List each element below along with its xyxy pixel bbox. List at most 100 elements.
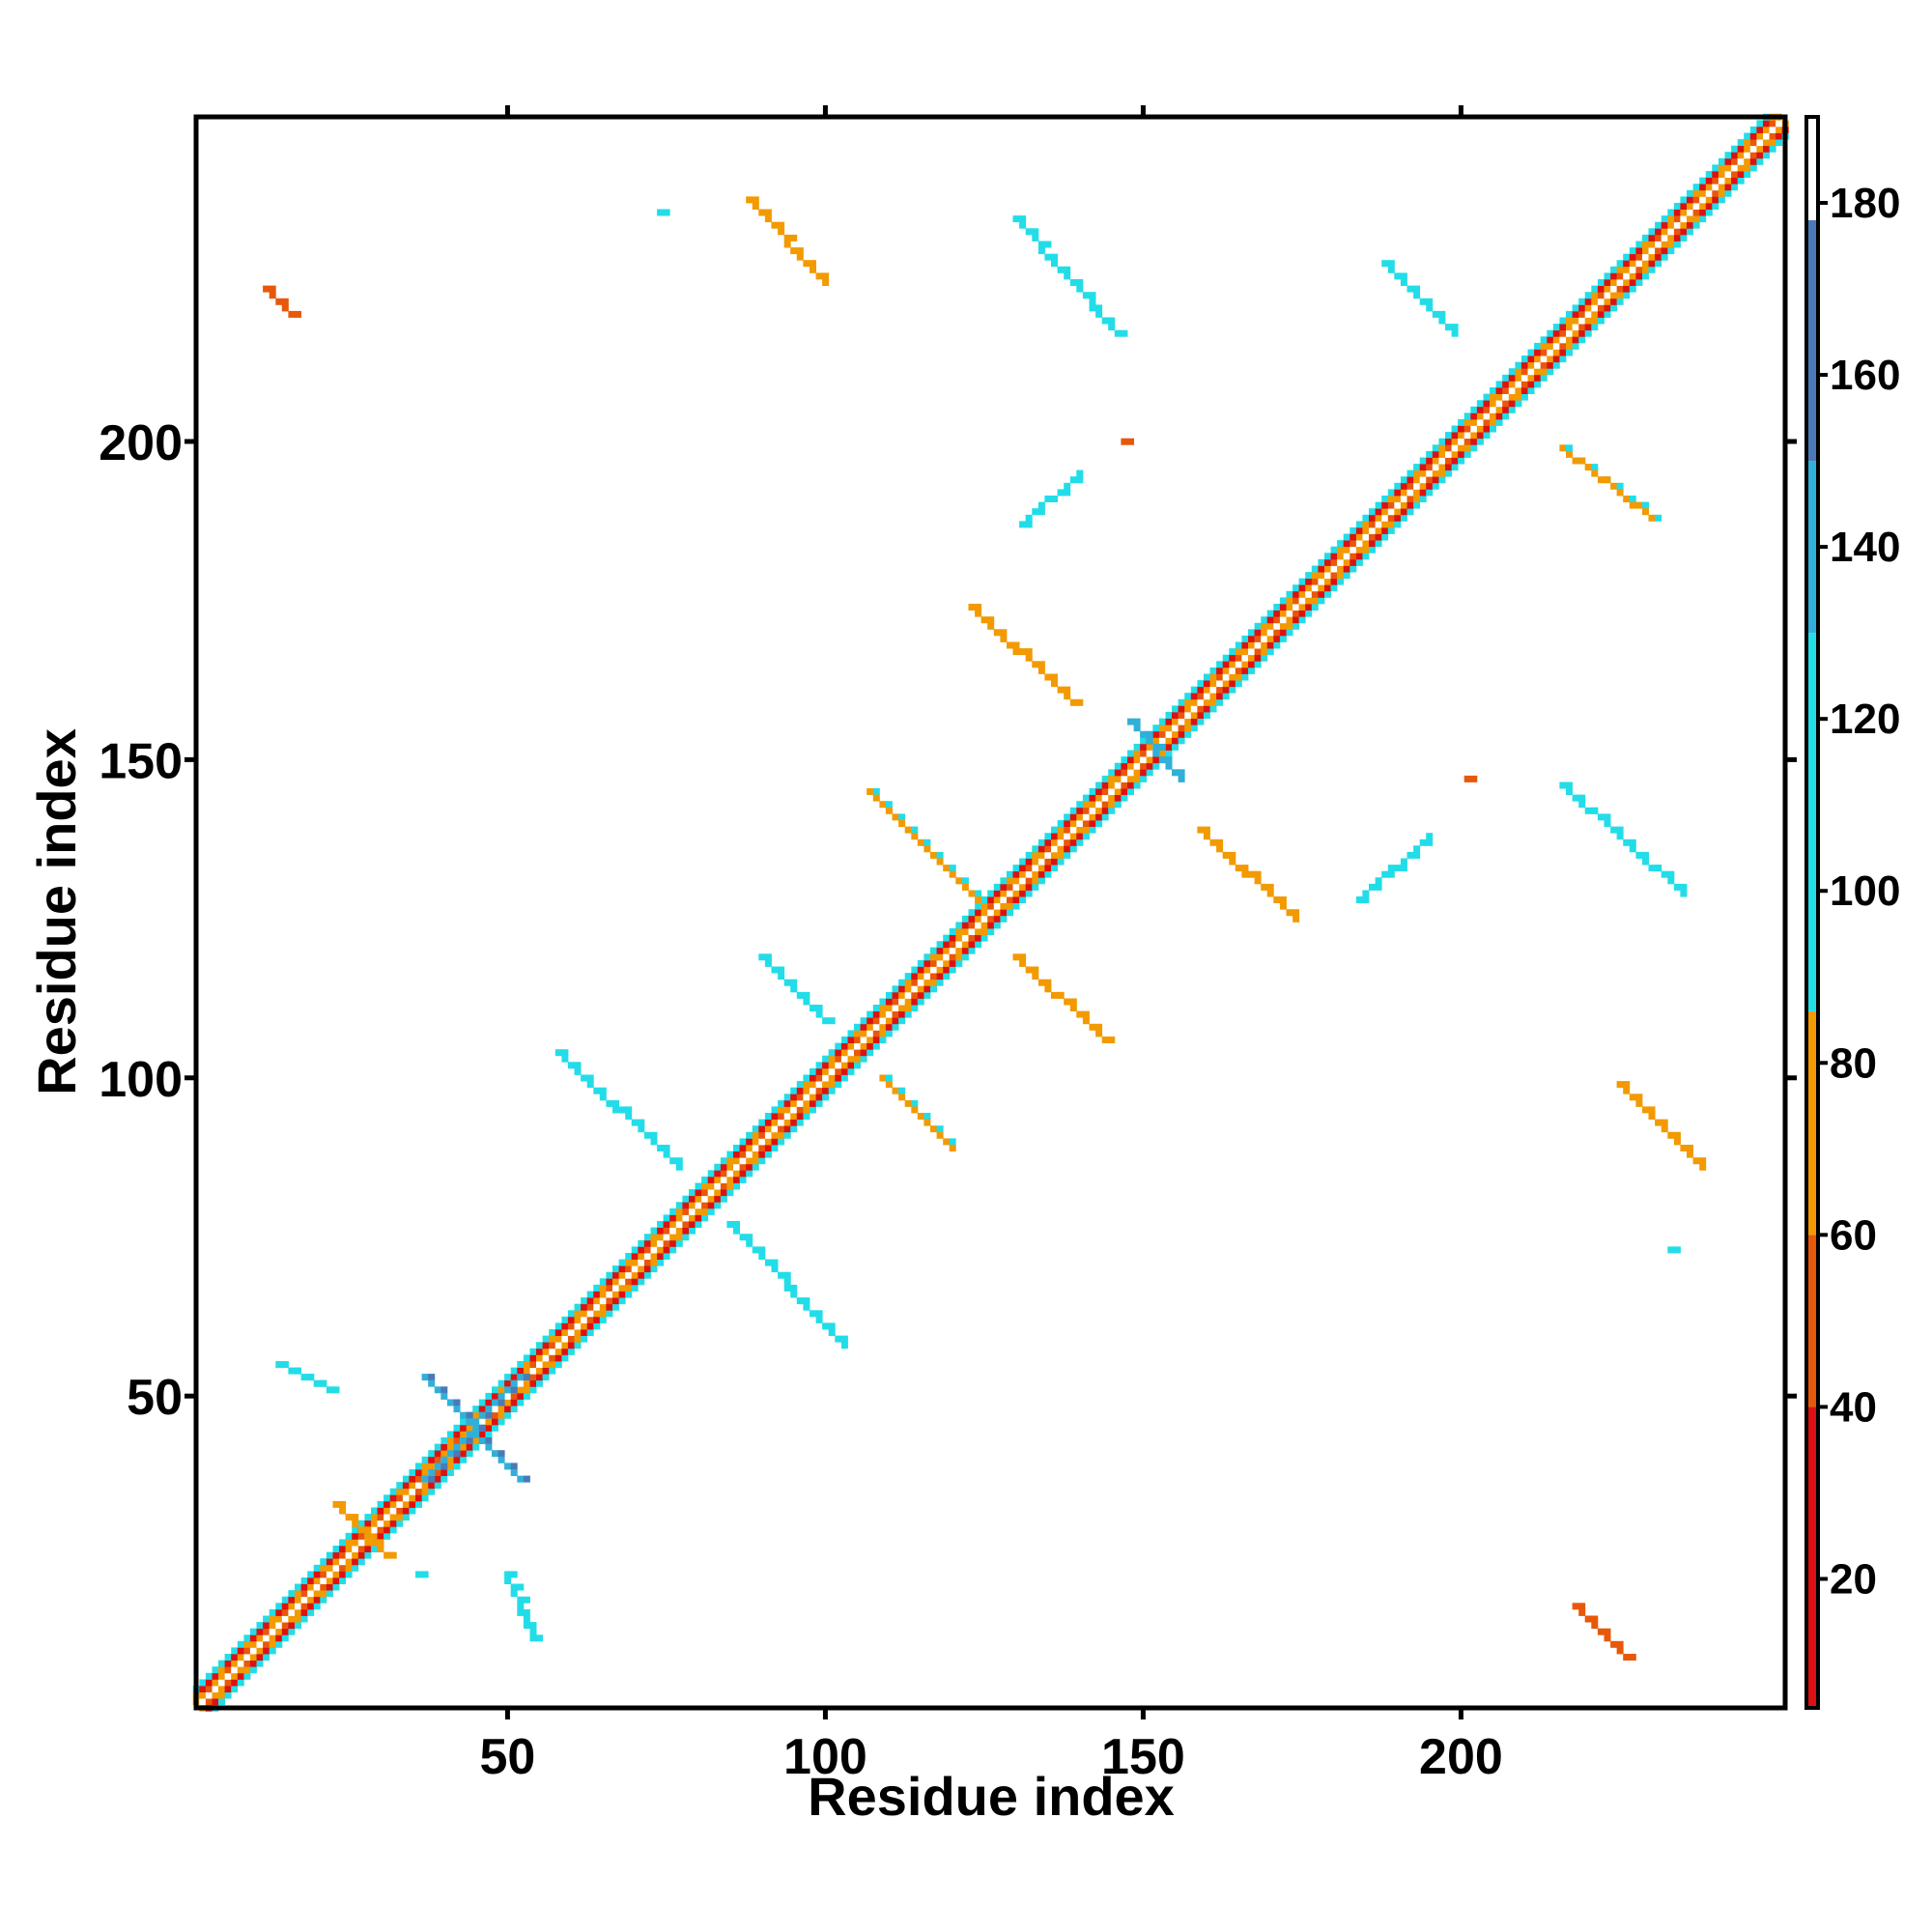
heatmap-cell — [542, 1342, 550, 1350]
heatmap-cell — [1355, 540, 1363, 548]
heatmap-cell — [815, 1310, 823, 1318]
heatmap-cell — [1369, 883, 1376, 891]
heatmap-cell — [943, 953, 951, 961]
heatmap-cell — [1381, 514, 1389, 522]
heatmap-cell — [1547, 355, 1554, 363]
heatmap-cell — [815, 1094, 823, 1101]
heatmap-cell — [269, 1622, 276, 1630]
heatmap-cell — [625, 1265, 633, 1273]
heatmap-cell — [1229, 661, 1236, 668]
heatmap-cell — [1673, 215, 1681, 223]
heatmap-cell — [1184, 698, 1192, 706]
heatmap-cell — [650, 1265, 658, 1273]
heatmap-cell — [523, 1622, 530, 1630]
heatmap-cell — [1776, 132, 1783, 140]
heatmap-cell — [377, 1532, 384, 1540]
heatmap-cell — [1426, 838, 1434, 846]
heatmap-cell — [606, 1297, 613, 1305]
heatmap-cell — [930, 959, 937, 967]
heatmap-cell — [472, 1443, 480, 1451]
heatmap-cell — [409, 1475, 416, 1483]
heatmap-cell — [1547, 342, 1554, 350]
heatmap-cell — [1699, 1157, 1707, 1165]
heatmap-cell — [1495, 412, 1503, 420]
heatmap-cell — [923, 953, 931, 961]
heatmap-cell — [783, 1271, 791, 1279]
heatmap-cell — [1355, 521, 1363, 528]
heatmap-cell — [1037, 979, 1045, 986]
heatmap-cell — [1362, 553, 1370, 560]
heatmap-cell — [625, 1271, 633, 1279]
heatmap-cell — [300, 1596, 308, 1604]
heatmap-cell — [1343, 572, 1350, 580]
heatmap-cell — [1629, 247, 1636, 255]
heatmap-cell — [689, 1202, 696, 1209]
heatmap-cell — [803, 1081, 810, 1089]
heatmap-cell — [758, 953, 766, 961]
heatmap-cell — [847, 1030, 855, 1037]
heatmap-cell — [567, 1316, 575, 1323]
heatmap-cell — [1101, 807, 1109, 814]
heatmap-cell — [1165, 743, 1173, 751]
heatmap-cell — [810, 1067, 816, 1075]
heatmap-cell — [396, 1494, 404, 1502]
heatmap-cell — [1057, 686, 1065, 694]
heatmap-cell — [1273, 604, 1281, 611]
heatmap-cell — [1235, 865, 1242, 872]
heatmap-cell — [1190, 693, 1198, 700]
heatmap-cell — [669, 1239, 677, 1247]
heatmap-cell — [1419, 457, 1427, 465]
heatmap-cell — [504, 1379, 512, 1387]
heatmap-cell — [733, 1182, 740, 1190]
heatmap-cell — [1515, 393, 1522, 401]
heatmap-cell — [1190, 698, 1198, 706]
heatmap-cell — [758, 209, 766, 216]
heatmap-cell — [764, 215, 772, 223]
heatmap-cell — [1673, 203, 1681, 210]
heatmap-cell — [892, 1010, 899, 1018]
heatmap-cell — [269, 292, 276, 299]
heatmap-cell — [961, 947, 969, 954]
heatmap-cell — [1540, 355, 1548, 363]
heatmap-cell — [1490, 406, 1496, 413]
heatmap-cell — [1279, 635, 1287, 642]
heatmap-cell — [975, 909, 982, 917]
heatmap-cell — [357, 1520, 365, 1527]
heatmap-cell — [669, 1227, 677, 1235]
heatmap-cell — [707, 1176, 715, 1183]
heatmap-cell — [1635, 241, 1643, 248]
heatmap-cell — [778, 1113, 785, 1120]
heatmap-cell — [1559, 355, 1567, 363]
heatmap-cell — [237, 1660, 244, 1667]
heatmap-cell — [714, 1170, 722, 1178]
x-axis-title: Residue index — [808, 1766, 1175, 1827]
heatmap-cell — [867, 1042, 874, 1050]
heatmap-cell — [1419, 464, 1427, 471]
heatmap-cell — [1718, 189, 1725, 197]
heatmap-cell — [1261, 635, 1268, 642]
heatmap-cell — [434, 1386, 441, 1394]
heatmap-cell — [872, 1005, 880, 1011]
heatmap-cell — [1387, 496, 1395, 502]
heatmap-cell — [840, 1042, 848, 1050]
heatmap-cell — [269, 1634, 276, 1642]
heatmap-cell — [1216, 693, 1224, 700]
heatmap-cell — [758, 1131, 766, 1139]
heatmap-cell — [1019, 896, 1027, 903]
heatmap-cell — [1108, 769, 1116, 777]
heatmap-cell — [1064, 833, 1071, 840]
colorbar-tick-label: 60 — [1830, 1211, 1877, 1259]
heatmap-cell — [643, 1131, 651, 1139]
heatmap-cell — [453, 1463, 461, 1470]
heatmap-cell — [1591, 317, 1599, 325]
colorbar-tick-label: 100 — [1830, 867, 1900, 915]
heatmap-cell — [561, 1049, 569, 1057]
heatmap-cell — [1667, 228, 1675, 236]
heatmap-cell — [936, 858, 944, 866]
heatmap-cell — [1369, 521, 1376, 528]
heatmap-cell — [1076, 279, 1084, 286]
heatmap-cell — [1451, 425, 1459, 433]
heatmap-cell — [1051, 496, 1058, 502]
heatmap-cell — [689, 1195, 696, 1203]
heatmap-cell — [1604, 272, 1611, 280]
